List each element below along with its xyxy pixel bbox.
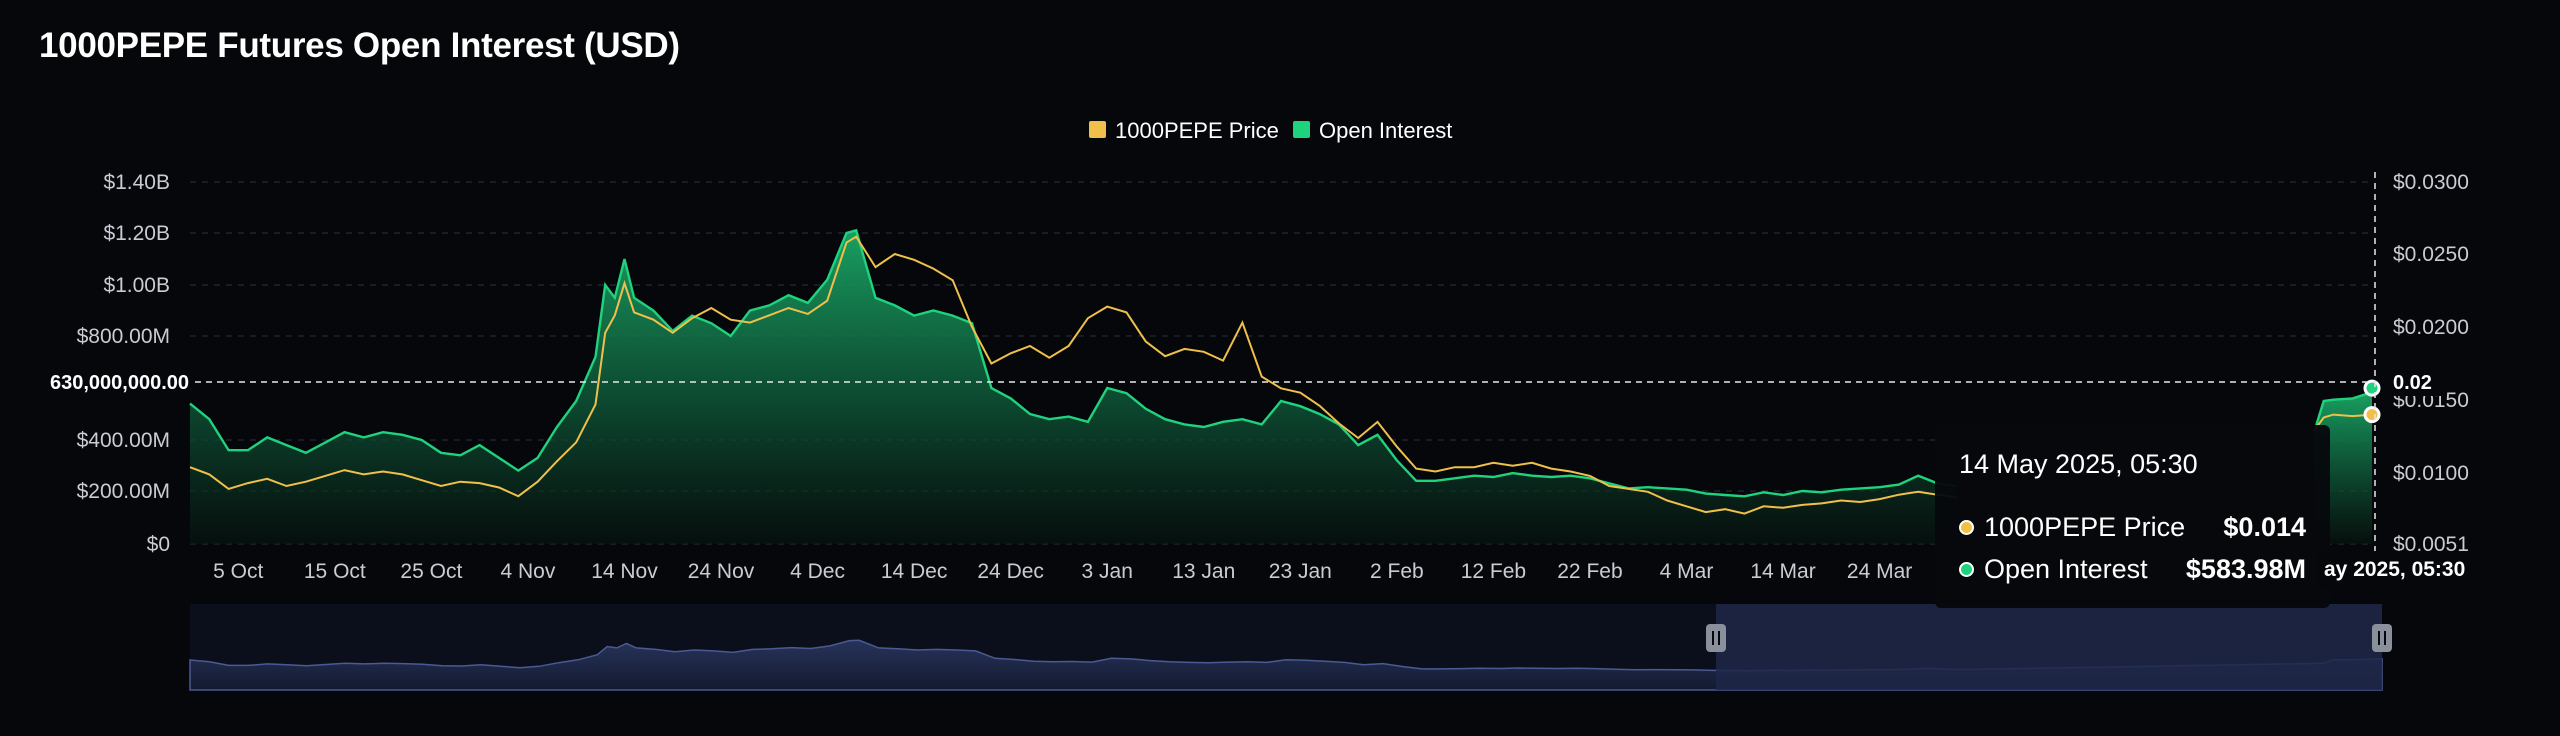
x-tick-label: 14 Nov — [591, 560, 658, 583]
x-tick-label: 13 Jan — [1172, 560, 1235, 583]
tooltip-price-value: $0.014 — [2223, 511, 2306, 542]
left-tick-label: $200.00M — [77, 480, 170, 503]
x-axis: 5 Oct 15 Oct 25 Oct 4 Nov 14 Nov 24 Nov 4 Dec 1… — [213, 560, 1912, 583]
left-tick-label: $0 — [147, 533, 170, 556]
x-tick-label: 23 Jan — [1269, 560, 1332, 583]
tooltip-price-dot — [1959, 519, 1974, 535]
right-tick-label: $0.0051 — [2393, 533, 2469, 556]
crosshair-right-badge — [2385, 368, 2445, 396]
range-navigator[interactable] — [189, 604, 2392, 691]
price-line — [189, 235, 1957, 515]
x-tick-label: 14 Mar — [1750, 560, 1815, 583]
oi-line — [189, 228, 1957, 498]
x-tick-label: 4 Dec — [790, 560, 845, 583]
x-tick-label: 5 Oct — [213, 560, 263, 583]
legend-price-label: 1000PEPE Price — [1115, 118, 1279, 143]
crosshair-right-label: 0.02 — [2393, 372, 2432, 394]
left-tick-label: $400.00M — [77, 429, 170, 452]
legend-price-swatch — [1089, 121, 1106, 138]
right-tick-label: $0.0100 — [2393, 462, 2469, 485]
x-tick-label: 4 Nov — [500, 560, 555, 583]
crosshair-left-badge — [44, 368, 194, 396]
x-tick-label: 12 Feb — [1461, 560, 1526, 583]
x-tick-label: 24 Mar — [1847, 560, 1912, 583]
x-tick-label: 4 Mar — [1660, 560, 1714, 583]
navigator-right-handle[interactable] — [2372, 624, 2392, 652]
crosshair: 630,000,000.00 0.02 — [44, 172, 2445, 560]
oi-line-tail — [2312, 391, 2373, 433]
tooltip-oi-dot — [1959, 561, 1974, 577]
price-line-tail — [2313, 413, 2373, 432]
oi-area — [190, 230, 1957, 544]
x-tick-label: 24 Dec — [977, 560, 1044, 583]
right-axis: $0.0051$0.0100$0.0150$0.0200$0.0250$0.03… — [2393, 171, 2469, 556]
tooltip: 14 May 2025, 05:30 1000PEPE Price $0.014… — [1935, 425, 2330, 608]
tooltip-oi-label: Open Interest — [1984, 553, 2148, 584]
x-tick-label: 22 Feb — [1557, 560, 1622, 583]
legend-item-price[interactable]: 1000PEPE Price — [1089, 118, 1279, 143]
price-hover-marker — [2363, 406, 2381, 424]
x-tick-label: 2 Feb — [1370, 560, 1424, 583]
left-tick-label: $800.00M — [77, 325, 170, 348]
tooltip-row-oi: Open Interest $583.98M — [1959, 548, 2306, 590]
legend: 1000PEPE Price Open Interest — [1089, 118, 1452, 143]
legend-oi-label: Open Interest — [1319, 118, 1452, 143]
x-tick-label: 24 Nov — [688, 560, 755, 583]
chart-title: 1000PEPE Futures Open Interest (USD) — [39, 26, 680, 65]
x-tick-label: 3 Jan — [1082, 560, 1133, 583]
left-axis: $0 $200.00M $400.00M $800.00M $1.00B $1.20B $1… — [77, 171, 170, 556]
crosshair-date-label: ay 2025, 05:30 — [2318, 551, 2472, 589]
tooltip-row-price: 1000PEPE Price $0.014 — [1959, 506, 2306, 548]
legend-item-oi[interactable]: Open Interest — [1293, 118, 1452, 143]
x-tick-label: 25 Oct — [400, 560, 462, 583]
right-tick-label: $0.0300 — [2393, 171, 2469, 194]
tooltip-price-label: 1000PEPE Price — [1984, 511, 2186, 542]
oi-hover-marker — [2363, 379, 2381, 397]
left-tick-label: $1.40B — [103, 171, 170, 194]
left-tick-label: $1.00B — [103, 274, 170, 297]
tooltip-oi-value: $583.98M — [2185, 553, 2306, 584]
x-tick-label: 15 Oct — [304, 560, 366, 583]
right-tick-label: $0.0250 — [2393, 243, 2469, 266]
tooltip-date: 14 May 2025, 05:30 — [1959, 449, 2198, 479]
right-tick-label: $0.0200 — [2393, 316, 2469, 339]
x-tick-label: 14 Dec — [881, 560, 948, 583]
navigator-selection[interactable] — [1716, 604, 2382, 690]
navigator-left-handle[interactable] — [1706, 624, 1726, 652]
legend-oi-swatch — [1293, 121, 1310, 138]
crosshair-left-label: 630,000,000.00 — [50, 372, 189, 394]
left-tick-label: $1.20B — [103, 222, 170, 245]
